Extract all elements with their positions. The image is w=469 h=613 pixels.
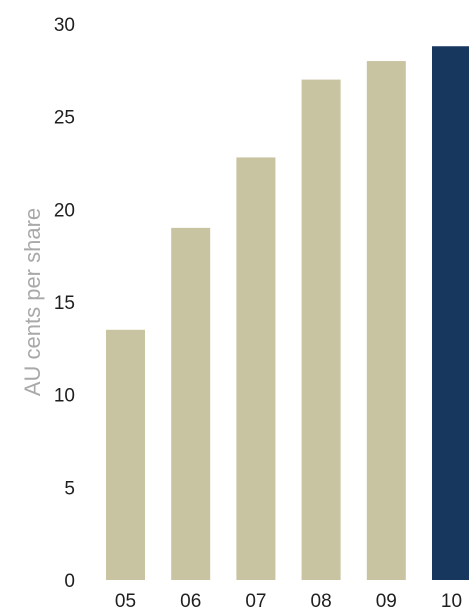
bar-07: [236, 157, 276, 580]
y-tick-label: 0: [64, 571, 75, 592]
x-tick-label-05: 05: [115, 591, 136, 612]
y-tick-label: 25: [54, 108, 75, 129]
bar-05: [106, 329, 145, 580]
bar-06: [171, 227, 211, 580]
bar-10: [432, 46, 469, 581]
x-tick-label-07: 07: [245, 591, 266, 612]
y-tick-label: 5: [64, 478, 75, 499]
y-tick-label: 30: [54, 15, 75, 36]
y-axis-title: AU cents per share: [20, 208, 45, 396]
x-tick-label-08: 08: [311, 591, 332, 612]
bar-09: [366, 61, 406, 581]
y-tick-label: 15: [54, 293, 75, 314]
x-axis-labels: 05 06 07 08 09 10: [115, 591, 462, 612]
bar-series: [106, 46, 469, 581]
x-tick-label-09: 09: [376, 591, 397, 612]
y-tick-label: 20: [54, 200, 75, 221]
x-tick-label-06: 06: [180, 591, 201, 612]
y-axis-ticks: 0 5 10 15 20 25 30: [54, 15, 75, 592]
y-tick-label: 10: [54, 386, 75, 407]
bar-08: [301, 79, 341, 580]
x-tick-label-10: 10: [441, 591, 462, 612]
